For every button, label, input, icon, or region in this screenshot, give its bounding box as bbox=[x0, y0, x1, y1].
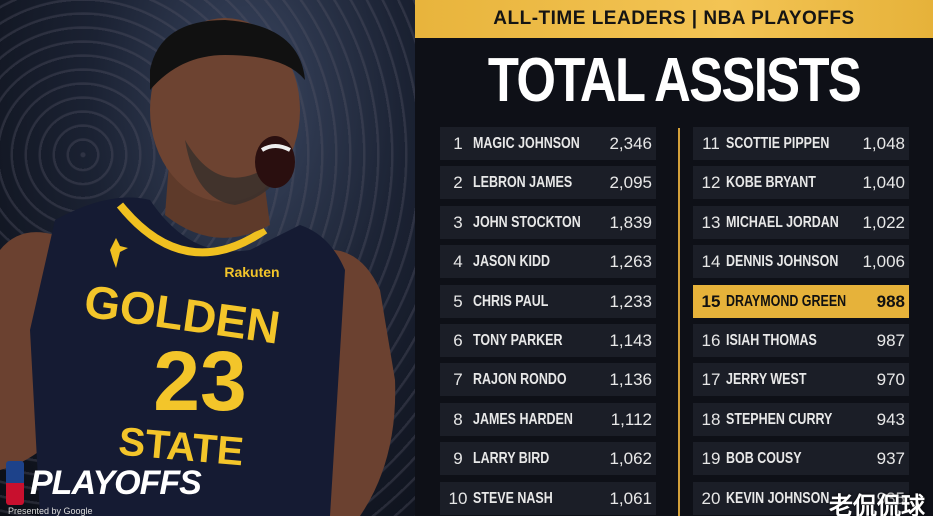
header-title: TOTAL ASSISTS bbox=[487, 46, 862, 115]
leader-rank: 3 bbox=[453, 212, 463, 232]
leader-name: KEVIN JOHNSON bbox=[726, 489, 830, 507]
leader-row: 9 LARRY BIRD 1,062 bbox=[440, 442, 656, 476]
leader-name: MICHAEL JORDAN bbox=[726, 213, 839, 231]
leader-name: TONY PARKER bbox=[473, 331, 563, 349]
leader-value: 988 bbox=[876, 291, 905, 311]
leader-name: LEBRON JAMES bbox=[473, 174, 573, 192]
leader-row: 3 JOHN STOCKTON 1,839 bbox=[440, 205, 656, 239]
leader-rank: 12 bbox=[701, 173, 721, 193]
leader-value: 943 bbox=[876, 409, 905, 429]
leader-value: 1,112 bbox=[610, 409, 652, 429]
leader-row: 20 KEVIN JOHNSON 935 bbox=[693, 481, 909, 515]
leader-rank: 6 bbox=[453, 330, 463, 350]
leader-row: 12 KOBE BRYANT 1,040 bbox=[693, 166, 909, 200]
leader-row: 1 MAGIC JOHNSON 2,346 bbox=[440, 127, 656, 160]
leader-rank: 17 bbox=[701, 370, 721, 390]
leader-rank: 2 bbox=[453, 173, 463, 193]
leader-name: STEPHEN CURRY bbox=[726, 410, 833, 428]
jersey-number: 23 bbox=[153, 334, 246, 428]
leader-rank: 19 bbox=[701, 449, 721, 469]
leader-rank: 4 bbox=[453, 252, 463, 272]
watermark-text: 老侃侃球 bbox=[829, 493, 925, 516]
leader-rank: 1 bbox=[453, 134, 463, 153]
leader-value: 1,006 bbox=[862, 252, 905, 272]
leader-value: 2,346 bbox=[609, 134, 652, 153]
leader-row: 8 JAMES HARDEN 1,112 bbox=[440, 402, 656, 436]
player-photo: GOLDEN 23 STATE Rakuten PLAYOFFS Present… bbox=[0, 0, 415, 516]
leader-name: SCOTTIE PIPPEN bbox=[726, 135, 830, 152]
leader-value: 1,048 bbox=[862, 134, 905, 153]
leader-value: 1,136 bbox=[609, 370, 652, 390]
leader-name: BOB COUSY bbox=[726, 450, 802, 468]
column-divider bbox=[678, 128, 680, 516]
leader-rank: 20 bbox=[701, 488, 721, 508]
leader-value: 1,022 bbox=[862, 212, 905, 232]
leader-name: JERRY WEST bbox=[726, 371, 807, 389]
leader-row: 11 SCOTTIE PIPPEN 1,048 bbox=[693, 127, 909, 160]
leader-value: 1,839 bbox=[609, 212, 652, 232]
player-illustration: GOLDEN 23 STATE Rakuten bbox=[0, 18, 396, 516]
leader-rank: 13 bbox=[701, 212, 721, 232]
leader-rank: 7 bbox=[453, 370, 463, 390]
leader-rank: 16 bbox=[701, 330, 721, 350]
leader-name: JOHN STOCKTON bbox=[473, 213, 581, 231]
leader-rank: 15 bbox=[701, 291, 721, 311]
leader-name: MAGIC JOHNSON bbox=[473, 135, 580, 152]
leader-name: DRAYMOND GREEN bbox=[726, 292, 847, 310]
jersey-team-line2: STATE bbox=[117, 420, 246, 475]
leader-rank: 10 bbox=[448, 488, 468, 508]
leaders-column-left: 1 MAGIC JOHNSON 2,346 2 LEBRON JAMES 2,095 3 JO… bbox=[440, 127, 656, 516]
leader-value: 970 bbox=[876, 370, 905, 390]
leader-name: LARRY BIRD bbox=[473, 450, 550, 468]
nba-logo-icon bbox=[6, 461, 24, 505]
leader-value: 1,143 bbox=[609, 330, 652, 350]
leader-row: 15 DRAYMOND GREEN 988 bbox=[693, 284, 909, 318]
leader-row: 6 TONY PARKER 1,143 bbox=[440, 323, 656, 357]
leader-value: 1,263 bbox=[609, 252, 652, 272]
leader-name: DENNIS JOHNSON bbox=[726, 253, 839, 271]
leader-name: CHRIS PAUL bbox=[473, 292, 549, 310]
leader-row: 4 JASON KIDD 1,263 bbox=[440, 245, 656, 279]
playoffs-brand: PLAYOFFS bbox=[6, 458, 202, 508]
leader-row: 13 MICHAEL JORDAN 1,022 bbox=[693, 205, 909, 239]
leader-rank: 8 bbox=[453, 409, 463, 429]
header-band bbox=[415, 0, 933, 38]
leader-rank: 18 bbox=[701, 409, 721, 429]
leader-row: 7 RAJON RONDO 1,136 bbox=[440, 363, 656, 397]
leader-value: 1,062 bbox=[609, 449, 652, 469]
leader-value: 1,233 bbox=[609, 291, 652, 311]
leader-rank: 14 bbox=[701, 252, 721, 272]
leader-value: 937 bbox=[876, 449, 905, 469]
playoffs-label: PLAYOFFS bbox=[30, 463, 202, 502]
leader-rank: 11 bbox=[702, 134, 720, 153]
leader-value: 1,040 bbox=[862, 173, 905, 193]
leader-value: 1,061 bbox=[609, 488, 652, 508]
leader-row: 14 DENNIS JOHNSON 1,006 bbox=[693, 245, 909, 279]
leader-value: 935 bbox=[876, 488, 905, 508]
leader-row: 16 ISIAH THOMAS 987 bbox=[693, 323, 909, 357]
leader-row: 5 CHRIS PAUL 1,233 bbox=[440, 284, 656, 318]
leader-name: ISIAH THOMAS bbox=[726, 331, 817, 349]
powered-by-text: Presented by Google bbox=[8, 506, 93, 516]
leader-value: 987 bbox=[876, 330, 905, 350]
leader-name: JAMES HARDEN bbox=[473, 410, 573, 428]
leaders-column-right: 11 SCOTTIE PIPPEN 1,048 12 KOBE BRYANT 1,040 1… bbox=[693, 127, 909, 516]
leader-rank: 5 bbox=[453, 291, 463, 311]
leader-row: 10 STEVE NASH 1,061 bbox=[440, 481, 656, 515]
leader-name: RAJON RONDO bbox=[473, 371, 567, 389]
leader-name: STEVE NASH bbox=[473, 489, 553, 507]
leader-name: JASON KIDD bbox=[473, 253, 550, 271]
leader-value: 2,095 bbox=[609, 173, 652, 193]
leader-row: 19 BOB COUSY 937 bbox=[693, 442, 909, 476]
leader-row: 17 JERRY WEST 970 bbox=[693, 363, 909, 397]
header-subtitle: ALL-TIME LEADERS | NBA PLAYOFFS bbox=[493, 8, 855, 29]
jersey-sponsor: Rakuten bbox=[224, 264, 279, 280]
leader-name: KOBE BRYANT bbox=[726, 174, 816, 192]
leader-row: 2 LEBRON JAMES 2,095 bbox=[440, 166, 656, 200]
leader-row: 18 STEPHEN CURRY 943 bbox=[693, 402, 909, 436]
leader-rank: 9 bbox=[453, 449, 463, 469]
leaders-panel: ALL-TIME LEADERS | NBA PLAYOFFS TOTAL AS… bbox=[415, 0, 933, 516]
